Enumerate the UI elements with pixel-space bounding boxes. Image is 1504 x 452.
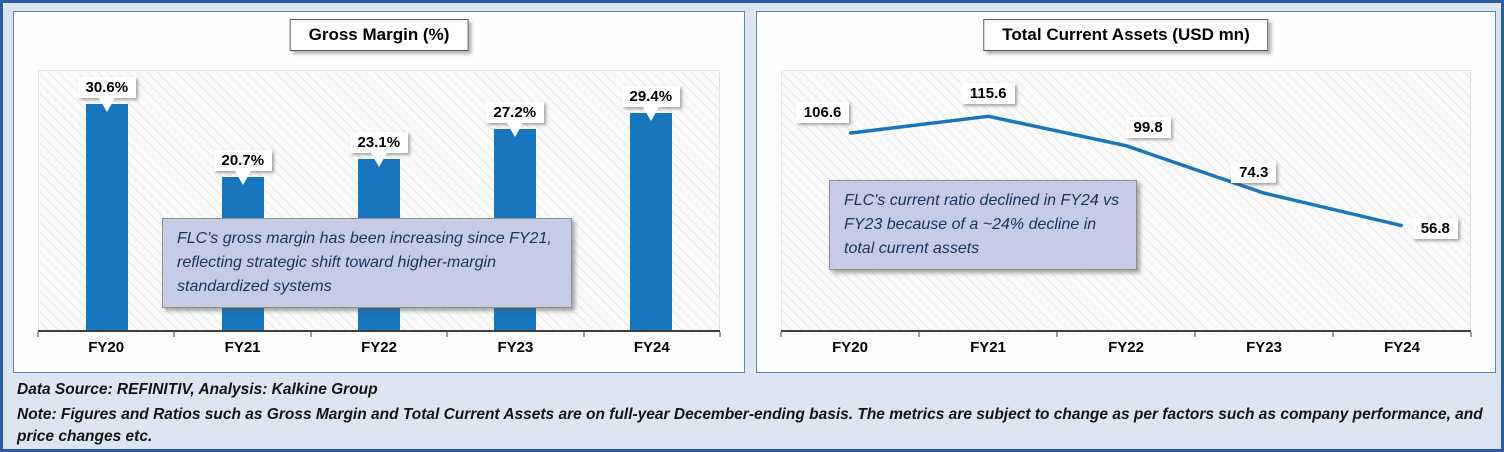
axis-tick (583, 332, 585, 337)
footer-notes: Data Source: REFINITIV, Analysis: Kalkin… (17, 379, 1487, 449)
axis-tick (1194, 332, 1196, 337)
x-axis-label: FY22 (361, 339, 397, 356)
x-axis-label: FY22 (1108, 339, 1144, 356)
gross-margin-chart-panel: Gross Margin (%) 30.6% 20.7% 23.1% 27.2% 29.… (13, 11, 745, 373)
disclaimer-note: Note: Figures and Ratios such as Gross M… (17, 406, 1483, 445)
axis-tick (1056, 332, 1058, 337)
x-axis-label: FY20 (832, 339, 868, 356)
axis-tick (719, 332, 721, 337)
line-series (849, 114, 1403, 228)
x-axis-label: FY20 (88, 339, 125, 356)
label-pointer (98, 97, 115, 112)
axis-tick (780, 332, 782, 337)
point-value-label: 74.3 (1231, 162, 1277, 183)
line-chart-svg (849, 114, 1403, 228)
x-axis-label: FY23 (497, 339, 534, 356)
annotation-callout: FLC's current ratio declined in FY24 vs … (829, 180, 1137, 270)
bar-value-label: 30.6% (77, 76, 137, 112)
point-value-label: 106.6 (795, 102, 850, 124)
axis-tick (918, 332, 920, 337)
axis-tick (37, 332, 39, 337)
label-pointer (234, 171, 251, 186)
x-axis-label: FY24 (633, 339, 670, 356)
x-axis (37, 330, 721, 337)
axis-tick (1470, 332, 1472, 337)
x-axis-label: FY21 (970, 339, 1006, 356)
bar-value-label: 29.4% (621, 85, 681, 121)
axis-tick (173, 332, 175, 337)
x-axis-labels: FY20 FY21 FY22 FY23 FY24 (38, 339, 720, 356)
point-value-label: 115.6 (961, 83, 1015, 105)
label-pointer (370, 153, 387, 168)
bar-value-label: 27.2% (485, 101, 545, 137)
point-value-label: 56.8 (1412, 217, 1458, 239)
label-pointer (506, 122, 523, 137)
total-current-assets-chart-panel: Total Current Assets (USD mn) 106.6 115.6… (756, 11, 1496, 373)
chart-title: Total Current Assets (USD mn) (983, 19, 1269, 51)
axis-tick (446, 332, 448, 337)
chart-title: Gross Margin (%) (289, 19, 469, 51)
label-pointer (642, 106, 659, 121)
axis-tick (310, 332, 312, 337)
annotation-callout: FLC's gross margin has been increasing s… (162, 218, 572, 308)
bar-value-label: 23.1% (349, 132, 409, 168)
bar-FY20 (86, 103, 128, 331)
point-value-label: 99.8 (1125, 116, 1171, 138)
axis-tick (1332, 332, 1334, 337)
bar-chart-plot-area: 30.6% 20.7% 23.1% 27.2% 29.4% (38, 70, 720, 331)
bar-value-label: 20.7% (213, 150, 273, 186)
bar-FY24 (630, 112, 672, 331)
x-axis-label: FY24 (1384, 339, 1420, 356)
x-axis-labels: FY20 FY21 FY22 FY23 FY24 (781, 339, 1471, 356)
x-axis (780, 330, 1472, 337)
x-axis-label: FY23 (1246, 339, 1282, 356)
x-axis-label: FY21 (224, 339, 261, 356)
data-source-note: Data Source: REFINITIV, Analysis: Kalkin… (17, 381, 378, 398)
